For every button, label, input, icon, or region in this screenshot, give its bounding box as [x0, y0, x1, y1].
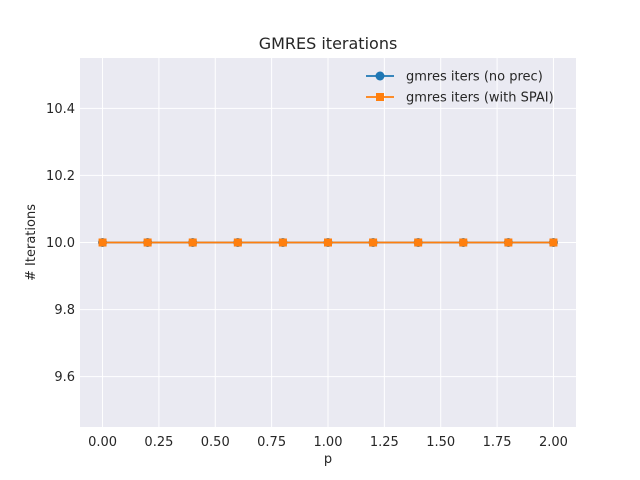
legend-label: gmres iters (with SPAI)	[406, 91, 554, 106]
data-point	[369, 238, 378, 247]
x-tick-label: 0.25	[144, 435, 173, 450]
x-axis-ticks: 0.00 0.25 0.50 0.75 1.00 1.25 1.50 1.75 2.00	[88, 435, 568, 450]
chart-title: GMRES iterations	[259, 34, 398, 53]
data-point	[504, 238, 513, 247]
data-point	[278, 238, 287, 247]
data-point	[414, 238, 423, 247]
data-point	[188, 238, 197, 247]
x-tick-label: 1.25	[370, 435, 399, 450]
y-axis-label: # Iterations	[24, 204, 39, 281]
x-axis-label: p	[324, 452, 332, 467]
y-tick-label: 9.6	[54, 370, 75, 385]
y-tick-label: 9.8	[54, 303, 75, 318]
legend-label: gmres iters (no prec)	[406, 70, 543, 85]
data-point	[233, 238, 242, 247]
x-tick-label: 1.50	[426, 435, 455, 450]
x-tick-label: 2.00	[539, 435, 568, 450]
x-tick-label: 1.00	[314, 435, 343, 450]
x-tick-label: 1.75	[483, 435, 512, 450]
legend: gmres iters (no prec) gmres iters (with S…	[366, 70, 554, 106]
x-tick-label: 0.75	[257, 435, 286, 450]
data-point	[459, 238, 468, 247]
y-tick-label: 10.0	[46, 236, 75, 251]
x-tick-label: 0.50	[201, 435, 230, 450]
y-tick-label: 10.2	[46, 169, 75, 184]
data-point	[324, 238, 332, 247]
series-layer	[98, 238, 558, 247]
legend-marker	[376, 93, 384, 101]
y-tick-label: 10.4	[46, 102, 75, 117]
y-axis-ticks: 9.6 9.8 10.0 10.2 10.4	[46, 102, 75, 385]
x-tick-label: 0.00	[88, 435, 117, 450]
legend-marker	[375, 71, 385, 81]
data-point	[143, 238, 152, 247]
data-point	[98, 238, 107, 247]
data-point	[549, 238, 558, 247]
